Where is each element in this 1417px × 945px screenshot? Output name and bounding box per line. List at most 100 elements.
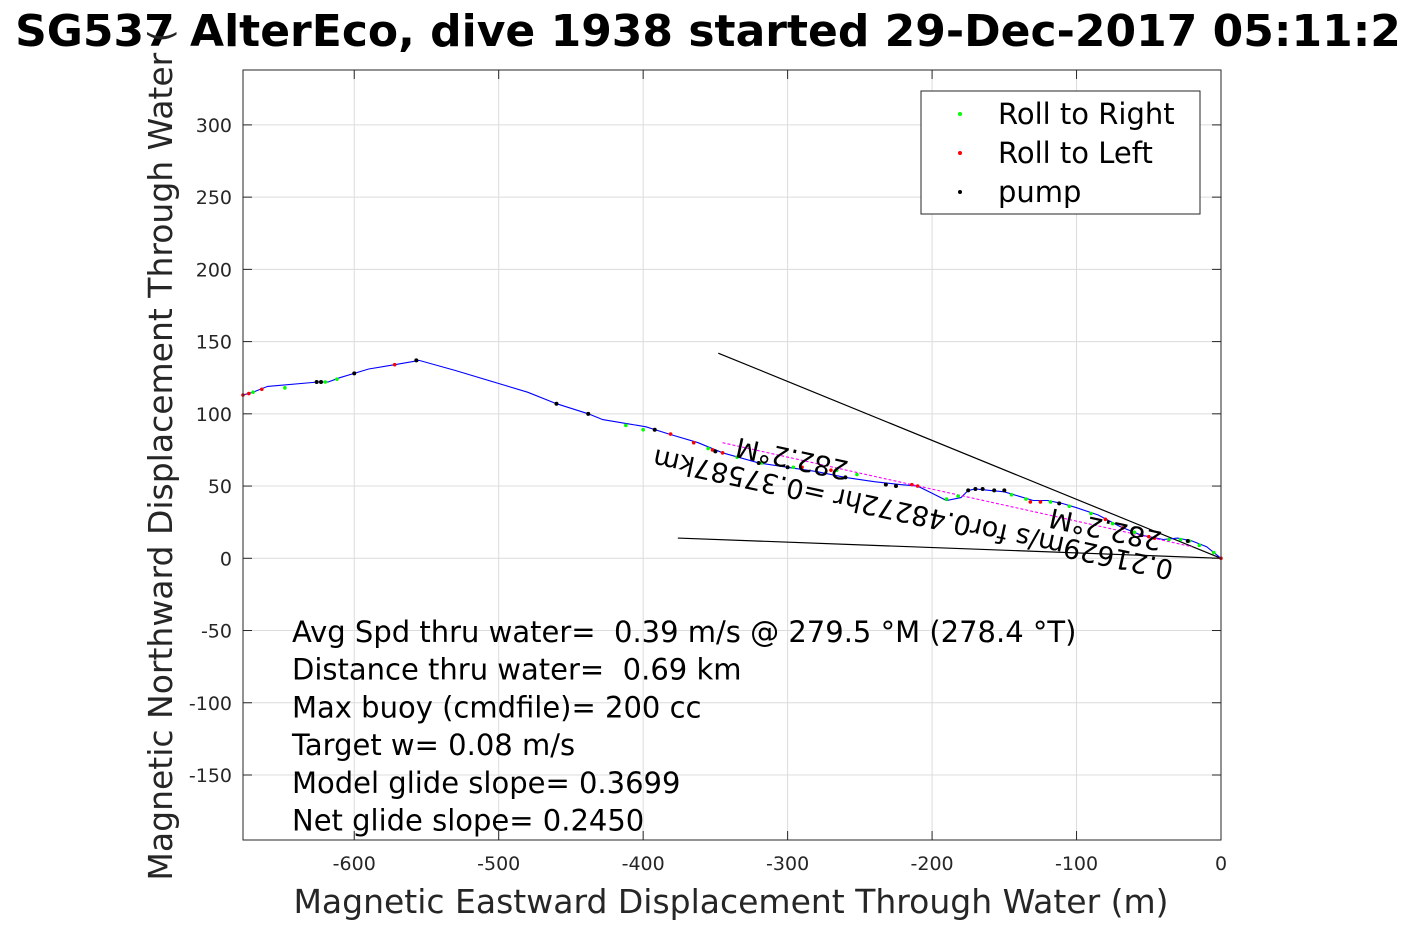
roll-left-point xyxy=(915,484,920,488)
legend-marker xyxy=(958,151,962,155)
legend-label: Roll to Right xyxy=(998,97,1175,131)
roll-right-point xyxy=(855,472,859,477)
roll-left-point xyxy=(691,440,696,445)
roll-right-point xyxy=(1048,500,1053,504)
roll-right-point xyxy=(944,497,949,501)
pump-point xyxy=(1002,488,1007,493)
roll-right-point xyxy=(283,386,287,390)
roll-right-point xyxy=(251,390,255,394)
pump-point xyxy=(352,371,357,376)
pump-point xyxy=(966,488,971,493)
marker-series xyxy=(241,358,1223,561)
roll-left-point xyxy=(259,387,264,392)
pump-point xyxy=(980,486,985,491)
x-axis-label: Magnetic Eastward Displacement Through W… xyxy=(293,882,1168,921)
pump-point xyxy=(314,380,319,385)
stats-line: Avg Spd thru water= 0.39 m/s @ 279.5 °M … xyxy=(292,615,1076,649)
roll-left-point xyxy=(246,391,251,396)
y-tick-label: -150 xyxy=(189,765,232,787)
roll-right-point xyxy=(791,465,796,470)
roll-left-point xyxy=(910,482,914,487)
x-tick-label: -400 xyxy=(622,853,665,875)
chart-title: SG537 AlterEco, dive 1938 started 29-Dec… xyxy=(15,6,1401,57)
pump-point xyxy=(1139,533,1144,538)
stats-block: Avg Spd thru water= 0.39 m/s @ 279.5 °M … xyxy=(291,615,1076,838)
roll-left-point xyxy=(720,451,725,455)
legend-label: Roll to Left xyxy=(998,136,1153,170)
x-tick-label: -600 xyxy=(333,853,376,875)
roll-right-point xyxy=(624,423,628,428)
roll-right-point xyxy=(1178,537,1183,542)
roll-left-point xyxy=(710,448,715,452)
pump-point xyxy=(1057,501,1062,506)
roll-left-point xyxy=(1038,500,1043,504)
y-tick-label: -100 xyxy=(189,693,232,715)
stats-line: Net glide slope= 0.2450 xyxy=(292,804,644,838)
axis-ticks: -600 -500 -400 -300 -200 -100 0-150-100-500501… xyxy=(189,70,1227,875)
roll-right-point xyxy=(1024,497,1028,501)
y-tick-label: -50 xyxy=(201,621,232,643)
y-tick-label: 200 xyxy=(196,259,232,281)
roll-right-point xyxy=(1197,543,1202,548)
track-line xyxy=(242,359,1222,559)
roll-right-point xyxy=(1110,521,1115,526)
stats-line: Target w= 0.08 m/s xyxy=(291,728,575,762)
y-axis-label: Magnetic Northward Displacement Through … xyxy=(141,29,180,880)
pump-point xyxy=(992,488,997,493)
y-tick-label: 300 xyxy=(196,115,232,137)
roll-right-point xyxy=(1132,530,1137,535)
reference-lines xyxy=(677,352,1222,559)
roll-right-point xyxy=(1167,537,1171,542)
roll-right-point xyxy=(335,377,339,381)
legend: Roll to Right Roll to Left pump xyxy=(920,90,1201,215)
y-tick-label: 0 xyxy=(220,548,232,570)
y-tick-label: 150 xyxy=(196,332,232,354)
stats-line: Max buoy (cmdfile)= 200 cc xyxy=(292,690,701,724)
roll-left-point xyxy=(1146,534,1151,539)
x-tick-label: -500 xyxy=(477,853,520,875)
pump-point xyxy=(756,460,761,465)
roll-right-point xyxy=(1089,511,1093,516)
reference-line xyxy=(718,352,1222,559)
y-tick-label: 250 xyxy=(196,187,232,209)
y-tick-label: 100 xyxy=(196,404,232,426)
pump-point xyxy=(973,486,978,491)
roll-right-point xyxy=(1211,550,1216,555)
x-tick-label: -200 xyxy=(911,853,954,875)
pump-point xyxy=(414,358,419,363)
pump-point xyxy=(893,484,898,489)
roll-right-point xyxy=(759,461,764,465)
roll-left-point xyxy=(1152,536,1157,540)
roll-left-point xyxy=(800,465,804,470)
pump-point xyxy=(319,380,324,385)
legend-marker xyxy=(958,190,962,194)
pump-point xyxy=(843,475,848,480)
pump-point xyxy=(713,449,718,454)
x-tick-label: 0 xyxy=(1215,853,1227,875)
roll-right-point xyxy=(1067,504,1072,509)
pump-point xyxy=(652,427,657,432)
pump-point xyxy=(554,401,559,406)
stats-line: Distance thru water= 0.69 km xyxy=(292,653,742,687)
roll-left-point xyxy=(1028,500,1033,504)
roll-left-point xyxy=(1120,526,1125,530)
legend-label: pump xyxy=(998,175,1081,209)
pump-point xyxy=(883,482,888,487)
y-tick-label: 50 xyxy=(208,476,232,498)
x-tick-label: -100 xyxy=(1055,853,1098,875)
legend-box xyxy=(920,90,1201,215)
pump-point xyxy=(586,411,591,416)
roll-right-point xyxy=(323,380,328,384)
x-tick-label: -300 xyxy=(766,853,809,875)
stats-line: Model glide slope= 0.3699 xyxy=(292,766,680,800)
roll-right-point xyxy=(641,427,645,432)
reference-line xyxy=(677,537,1222,559)
pump-point xyxy=(1185,538,1190,543)
pump-point xyxy=(785,465,790,470)
roll-right-point xyxy=(956,494,960,498)
plot-frame xyxy=(242,69,1222,841)
roll-right-point xyxy=(834,468,839,472)
roll-right-point xyxy=(1009,492,1014,497)
legend-marker xyxy=(958,112,962,116)
